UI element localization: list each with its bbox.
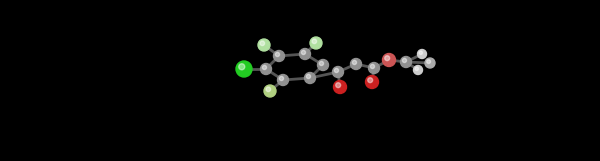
Circle shape <box>418 49 427 58</box>
Circle shape <box>334 80 347 94</box>
Circle shape <box>317 60 329 71</box>
Circle shape <box>352 60 356 65</box>
Circle shape <box>260 63 271 75</box>
Circle shape <box>310 37 322 49</box>
Circle shape <box>365 76 379 89</box>
Circle shape <box>274 51 284 62</box>
Circle shape <box>277 75 289 85</box>
Circle shape <box>262 65 266 70</box>
Circle shape <box>299 48 311 60</box>
Circle shape <box>239 64 245 70</box>
Circle shape <box>419 51 422 54</box>
Circle shape <box>383 53 395 66</box>
Circle shape <box>350 58 361 70</box>
Circle shape <box>301 50 305 55</box>
Circle shape <box>236 61 252 77</box>
Circle shape <box>280 76 284 80</box>
Circle shape <box>368 62 380 74</box>
Circle shape <box>415 67 418 71</box>
Circle shape <box>275 52 280 57</box>
Circle shape <box>413 66 422 75</box>
Circle shape <box>403 58 407 63</box>
Circle shape <box>266 87 271 92</box>
Circle shape <box>427 60 431 63</box>
Circle shape <box>307 74 311 79</box>
Circle shape <box>332 66 343 77</box>
Circle shape <box>336 83 341 88</box>
Circle shape <box>368 78 373 83</box>
Circle shape <box>370 64 374 69</box>
Circle shape <box>401 57 412 67</box>
Circle shape <box>334 68 338 73</box>
Circle shape <box>260 41 265 46</box>
Circle shape <box>258 39 270 51</box>
Circle shape <box>319 61 323 66</box>
Circle shape <box>385 56 389 61</box>
Circle shape <box>312 39 317 44</box>
Circle shape <box>264 85 276 97</box>
Circle shape <box>425 58 435 68</box>
Circle shape <box>305 72 316 84</box>
